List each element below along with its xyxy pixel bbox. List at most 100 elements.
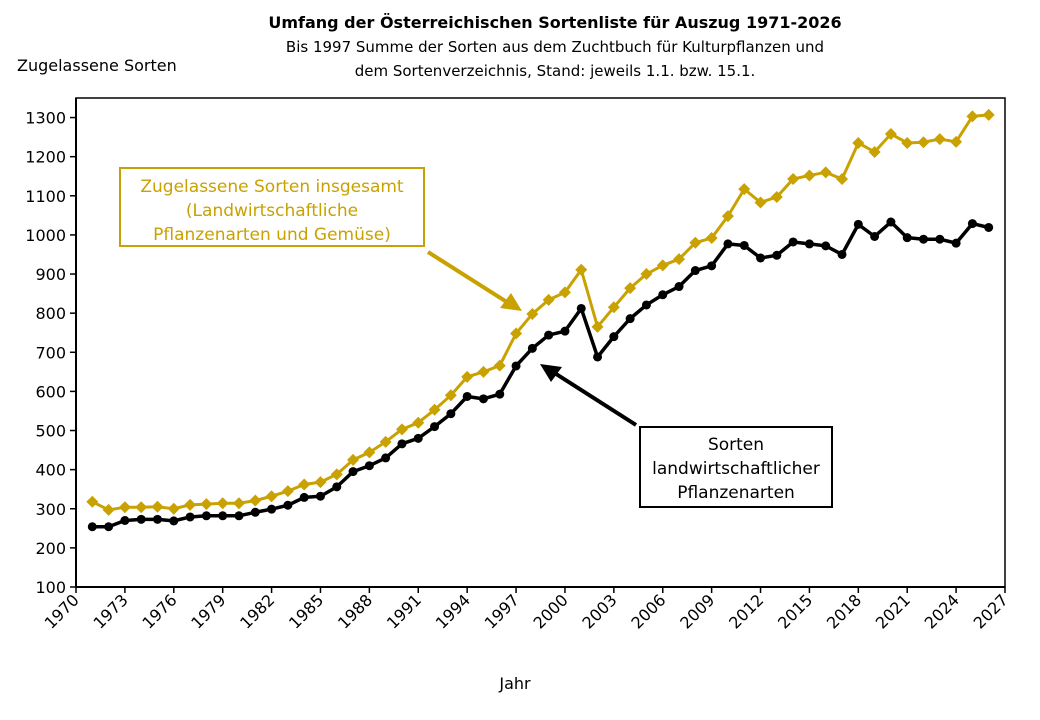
data-point-total (102, 503, 115, 516)
data-point-total (803, 169, 816, 182)
data-point-total (836, 172, 849, 185)
data-point-agricultural (185, 512, 195, 522)
x-tick-label: 2027 (970, 590, 1012, 632)
data-point-total (819, 166, 832, 179)
y-tick-label: 900 (35, 265, 66, 284)
data-point-total (624, 282, 637, 295)
data-point-agricultural (772, 250, 782, 260)
x-tick-label: 2009 (676, 590, 718, 632)
x-tick-label: 1985 (285, 590, 327, 632)
data-point-agricultural (169, 516, 179, 526)
annotation-total-line-3: Pflanzenarten und Gemüse) (153, 225, 391, 245)
data-point-agricultural (332, 482, 342, 492)
y-tick-label: 500 (35, 422, 66, 441)
data-point-total (379, 435, 392, 448)
data-point-total (868, 145, 881, 158)
annotation-arrowhead-total (500, 293, 522, 311)
data-point-total (689, 236, 702, 249)
data-point-total (232, 497, 245, 510)
data-point-total (721, 210, 734, 223)
data-point-agricultural (984, 222, 994, 232)
data-point-agricultural (967, 219, 977, 229)
data-point-agricultural (870, 231, 880, 241)
data-point-agricultural (315, 491, 325, 501)
data-point-total (950, 135, 963, 148)
data-point-total (135, 501, 148, 514)
x-tick-label: 2018 (823, 590, 865, 632)
data-point-total (754, 196, 767, 209)
data-point-agricultural (87, 522, 97, 532)
data-point-total (493, 359, 506, 372)
data-point-total (917, 136, 930, 149)
y-tick-label: 800 (35, 304, 66, 323)
data-point-total (640, 268, 653, 281)
data-point-agricultural (886, 217, 896, 227)
data-point-total (591, 320, 604, 333)
data-point-agricultural (544, 330, 554, 340)
data-point-total (118, 501, 131, 514)
data-point-agricultural (430, 422, 440, 432)
x-tick-label: 1994 (432, 590, 474, 632)
y-tick-label: 300 (35, 500, 66, 519)
data-point-agricultural (446, 409, 456, 419)
data-point-total (395, 423, 408, 436)
data-point-total (461, 370, 474, 383)
data-point-total (901, 136, 914, 149)
data-point-agricultural (152, 514, 162, 524)
data-point-agricultural (136, 514, 146, 524)
data-point-agricultural (723, 239, 733, 249)
annotation-total-line-2: (Landwirtschaftliche (186, 201, 358, 221)
annotation-arrow-total (426, 250, 512, 306)
x-tick-label: 2012 (725, 590, 767, 632)
data-point-total (428, 403, 441, 416)
x-tick-label: 1979 (187, 590, 229, 632)
data-point-agricultural (234, 511, 244, 521)
data-point-total (412, 416, 425, 429)
data-point-agricultural (609, 332, 619, 342)
annotation-box-total (119, 167, 425, 247)
x-tick-label: 2003 (578, 590, 620, 632)
annotation-arrowhead-agri (540, 364, 562, 382)
data-point-total (656, 259, 669, 272)
data-point-agricultural (902, 233, 912, 243)
y-axis-label: Zugelassene Sorten (17, 56, 177, 75)
y-tick-label: 400 (35, 461, 66, 480)
data-point-total (86, 495, 99, 508)
annotation-arrow-agri (551, 370, 638, 427)
data-point-total (884, 127, 897, 140)
data-point-agricultural (364, 461, 374, 471)
data-point-agricultural (919, 234, 929, 244)
data-point-agricultural (218, 511, 228, 521)
data-point-total (298, 478, 311, 491)
data-point-total (558, 286, 571, 299)
data-point-agricultural (267, 504, 277, 514)
y-tick-label: 1000 (25, 226, 66, 245)
data-point-total (787, 172, 800, 185)
data-point-total (151, 500, 164, 513)
data-point-agricultural (511, 361, 521, 371)
data-point-total (363, 446, 376, 459)
data-point-agricultural (299, 492, 309, 502)
chart-title: Umfang der Österreichischen Sortenliste … (268, 13, 841, 32)
data-point-agricultural (478, 394, 488, 404)
data-point-total (200, 498, 213, 511)
data-point-total (575, 263, 588, 276)
data-point-total (770, 190, 783, 203)
annotation-agri-line-3: Pflanzenarten (677, 483, 795, 503)
data-point-agricultural (593, 352, 603, 362)
annotation-box-agri (639, 426, 833, 508)
data-point-agricultural (120, 515, 130, 525)
data-point-total (167, 502, 180, 515)
x-tick-label: 1997 (481, 590, 523, 632)
y-tick-label: 1200 (25, 148, 66, 167)
data-point-agricultural (707, 261, 717, 271)
data-point-total (330, 468, 343, 481)
annotation-agri-line-2: landwirtschaftlicher (652, 459, 820, 479)
data-point-total (249, 494, 262, 507)
data-point-agricultural (804, 239, 814, 249)
annotation-total-line-1: Zugelassene Sorten insgesamt (140, 177, 404, 197)
annotation-agri-line-1: Sorten (708, 435, 764, 455)
data-point-total (281, 485, 294, 498)
data-point-agricultural (283, 500, 293, 510)
